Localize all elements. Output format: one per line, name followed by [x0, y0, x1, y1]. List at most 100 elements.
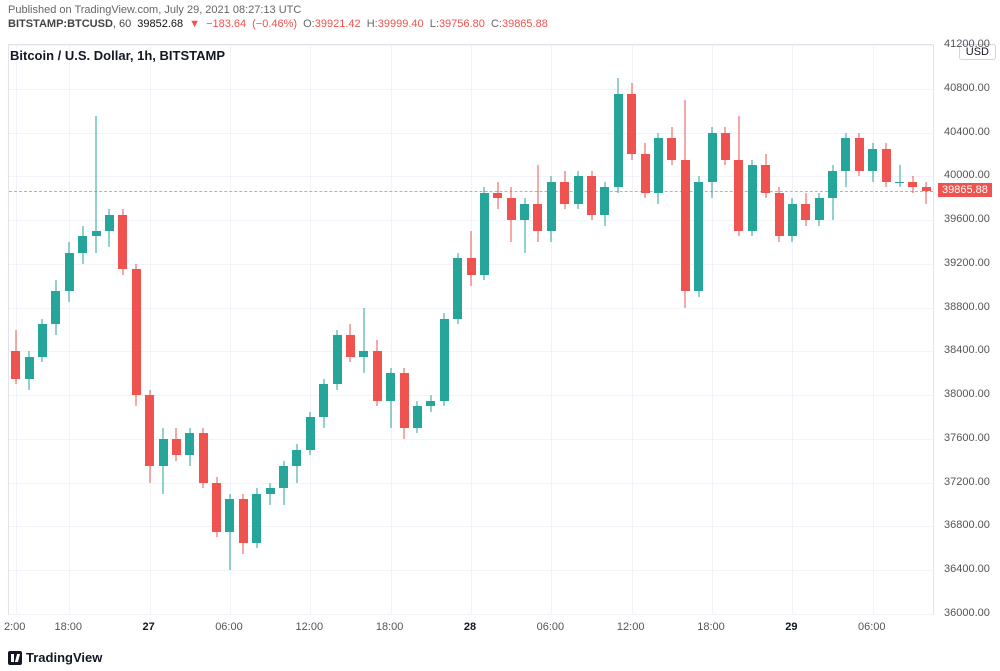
- candle[interactable]: [760, 154, 771, 198]
- x-tick-label: 18:00: [376, 621, 404, 633]
- candle[interactable]: [559, 171, 570, 209]
- candle[interactable]: [479, 187, 490, 280]
- candle[interactable]: [158, 428, 169, 494]
- candle[interactable]: [345, 324, 356, 362]
- candle[interactable]: [332, 330, 343, 390]
- candle[interactable]: [881, 143, 892, 187]
- x-tick-label: 12:00: [296, 621, 324, 633]
- candle[interactable]: [466, 231, 477, 286]
- candle[interactable]: [291, 444, 302, 482]
- candle[interactable]: [412, 401, 423, 434]
- candle[interactable]: [747, 160, 758, 237]
- delta-arrow: ▼: [189, 18, 200, 30]
- candle[interactable]: [10, 330, 21, 385]
- candle[interactable]: [854, 133, 865, 177]
- y-tick-label: 36400.00: [944, 563, 990, 575]
- candle[interactable]: [171, 428, 182, 461]
- x-tick-label: 06:00: [215, 621, 243, 633]
- x-tick-label: 27: [142, 621, 154, 633]
- candle[interactable]: [439, 313, 450, 406]
- candle[interactable]: [653, 133, 664, 204]
- candle[interactable]: [399, 368, 410, 439]
- candle[interactable]: [64, 242, 75, 302]
- candle[interactable]: [224, 494, 235, 571]
- candle[interactable]: [707, 127, 718, 198]
- x-tick-label: 29: [785, 621, 797, 633]
- candle[interactable]: [452, 253, 463, 324]
- brand-footer: TradingView: [8, 650, 102, 665]
- candle[interactable]: [666, 127, 677, 165]
- y-tick-label: 40800.00: [944, 82, 990, 94]
- candle[interactable]: [37, 319, 48, 363]
- x-axis: 2:0018:002706:0012:0018:002806:0012:0018…: [8, 617, 934, 641]
- candle[interactable]: [318, 379, 329, 428]
- candle[interactable]: [184, 428, 195, 466]
- candle[interactable]: [358, 308, 369, 374]
- delta-value: −183.64: [206, 18, 246, 30]
- y-tick-label: 41200.00: [944, 38, 990, 50]
- candle[interactable]: [77, 226, 88, 264]
- candle[interactable]: [117, 209, 128, 275]
- candle[interactable]: [867, 143, 878, 181]
- candle[interactable]: [626, 83, 637, 160]
- candle[interactable]: [814, 193, 825, 226]
- delta-pct: (−0.46%): [252, 18, 297, 30]
- candle[interactable]: [251, 488, 262, 548]
- x-tick-label: 18:00: [697, 621, 725, 633]
- candle[interactable]: [91, 116, 102, 253]
- candle[interactable]: [211, 477, 222, 537]
- y-tick-label: 39200.00: [944, 257, 990, 269]
- candle[interactable]: [787, 198, 798, 242]
- candle[interactable]: [372, 340, 383, 406]
- candle[interactable]: [305, 412, 316, 456]
- candle[interactable]: [907, 176, 918, 192]
- candle[interactable]: [492, 182, 503, 209]
- candle[interactable]: [198, 428, 209, 488]
- candle[interactable]: [774, 187, 785, 242]
- chart-plot-area[interactable]: [8, 44, 934, 615]
- candle[interactable]: [613, 78, 624, 193]
- candle[interactable]: [278, 461, 289, 505]
- x-tick-label: 06:00: [537, 621, 565, 633]
- candle[interactable]: [827, 165, 838, 220]
- candle[interactable]: [800, 193, 811, 226]
- current-price-tag: 39865.88: [938, 183, 992, 197]
- candle[interactable]: [573, 171, 584, 209]
- candle[interactable]: [144, 390, 155, 483]
- candle[interactable]: [840, 133, 851, 188]
- candle[interactable]: [894, 165, 905, 187]
- tradingview-logo-icon: [8, 651, 22, 665]
- candle[interactable]: [546, 176, 557, 242]
- y-tick-label: 40400.00: [944, 126, 990, 138]
- last-price: 39852.68: [137, 18, 183, 30]
- y-tick-label: 36000.00: [944, 607, 990, 619]
- candle[interactable]: [640, 143, 651, 198]
- candle[interactable]: [385, 368, 396, 428]
- candle[interactable]: [238, 494, 249, 554]
- candle[interactable]: [680, 100, 691, 308]
- candle[interactable]: [50, 280, 61, 335]
- candle[interactable]: [506, 187, 517, 242]
- candle[interactable]: [733, 116, 744, 236]
- candle[interactable]: [519, 198, 530, 253]
- candle[interactable]: [131, 264, 142, 406]
- y-tick-label: 40000.00: [944, 169, 990, 181]
- candle[interactable]: [425, 395, 436, 411]
- chart[interactable]: USD 36000.0036400.0036800.0037200.003760…: [0, 44, 1000, 641]
- candle[interactable]: [532, 165, 543, 242]
- ohlc: O:39921.42 H:39999.40 L:39756.80 C:39865…: [303, 18, 548, 30]
- chart-title: Bitcoin / U.S. Dollar, 1h, BITSTAMP: [10, 48, 225, 63]
- x-tick-label: 18:00: [54, 621, 82, 633]
- publish-info: Published on TradingView.com, July 29, 2…: [0, 0, 1000, 18]
- candle[interactable]: [921, 182, 932, 204]
- brand-name: TradingView: [26, 650, 102, 665]
- candle[interactable]: [265, 483, 276, 505]
- candle[interactable]: [586, 171, 597, 220]
- y-tick-label: 38800.00: [944, 301, 990, 313]
- candle[interactable]: [599, 182, 610, 226]
- x-tick-label: 28: [464, 621, 476, 633]
- candle[interactable]: [104, 209, 115, 247]
- candle[interactable]: [720, 127, 731, 165]
- candle[interactable]: [693, 176, 704, 296]
- candle[interactable]: [24, 351, 35, 389]
